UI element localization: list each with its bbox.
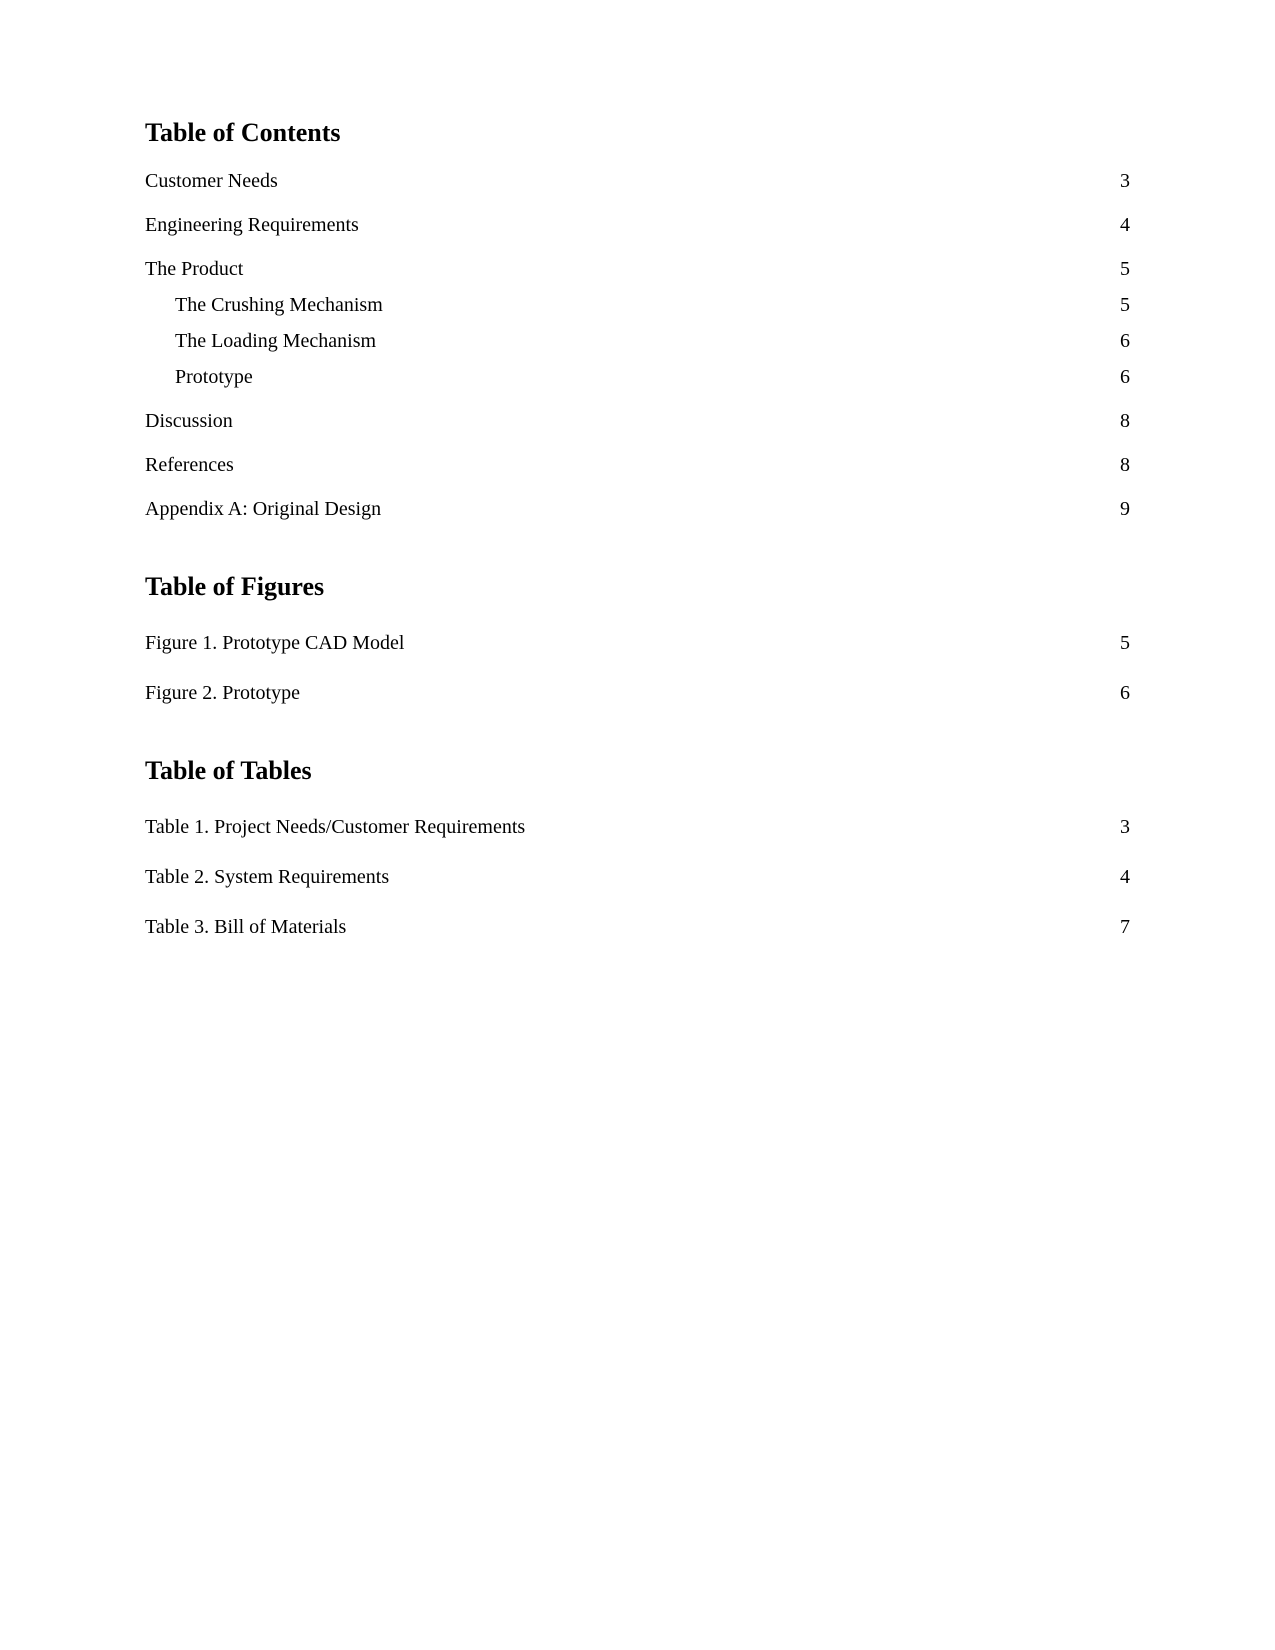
toc-section: Table of Contents Customer Needs3Enginee… xyxy=(145,118,1130,524)
table-entry-label: Table 2. System Requirements xyxy=(145,862,1100,892)
toc-entry-page: 6 xyxy=(1100,362,1130,392)
figures-section: Table of Figures Figure 1. Prototype CAD… xyxy=(145,572,1130,708)
tables-entries-container: Table 1. Project Needs/Customer Requirem… xyxy=(145,812,1130,942)
toc-entry: The Loading Mechanism6 xyxy=(145,326,1130,356)
toc-entry: References8 xyxy=(145,450,1130,480)
toc-entry: Prototype6 xyxy=(145,362,1130,392)
toc-entry: The Product5 xyxy=(145,254,1130,284)
table-entry-label: Table 1. Project Needs/Customer Requirem… xyxy=(145,812,1100,842)
tables-section: Table of Tables Table 1. Project Needs/C… xyxy=(145,756,1130,942)
table-entry-page: 3 xyxy=(1100,812,1130,842)
toc-heading: Table of Contents xyxy=(145,118,1130,148)
figure-entry-label: Figure 2. Prototype xyxy=(145,678,1100,708)
toc-entry-label: The Crushing Mechanism xyxy=(175,290,1100,320)
figures-heading: Table of Figures xyxy=(145,572,1130,602)
table-entry-page: 7 xyxy=(1100,912,1130,942)
toc-entry-page: 9 xyxy=(1100,494,1130,524)
toc-entry: Engineering Requirements4 xyxy=(145,210,1130,240)
figure-entry: Figure 1. Prototype CAD Model5 xyxy=(145,628,1130,658)
toc-entry-label: Engineering Requirements xyxy=(145,210,1100,240)
toc-entry-label: Prototype xyxy=(175,362,1100,392)
tables-heading: Table of Tables xyxy=(145,756,1130,786)
toc-entry-page: 8 xyxy=(1100,450,1130,480)
figure-entry: Figure 2. Prototype6 xyxy=(145,678,1130,708)
table-entry-page: 4 xyxy=(1100,862,1130,892)
toc-entry: Appendix A: Original Design9 xyxy=(145,494,1130,524)
figure-entry-page: 6 xyxy=(1100,678,1130,708)
figure-entry-label: Figure 1. Prototype CAD Model xyxy=(145,628,1100,658)
toc-entry: The Crushing Mechanism5 xyxy=(145,290,1130,320)
toc-entries-container: Customer Needs3Engineering Requirements4… xyxy=(145,166,1130,524)
toc-entry-label: Customer Needs xyxy=(145,166,1100,196)
toc-entry-label: Discussion xyxy=(145,406,1100,436)
toc-entry-page: 8 xyxy=(1100,406,1130,436)
figures-entries-container: Figure 1. Prototype CAD Model5Figure 2. … xyxy=(145,628,1130,708)
toc-entry-label: References xyxy=(145,450,1100,480)
toc-entry-label: The Loading Mechanism xyxy=(175,326,1100,356)
toc-entry-page: 5 xyxy=(1100,254,1130,284)
toc-entry-page: 6 xyxy=(1100,326,1130,356)
toc-entry-label: Appendix A: Original Design xyxy=(145,494,1100,524)
toc-entry-page: 4 xyxy=(1100,210,1130,240)
table-entry: Table 3. Bill of Materials7 xyxy=(145,912,1130,942)
toc-entry: Customer Needs3 xyxy=(145,166,1130,196)
table-entry: Table 2. System Requirements4 xyxy=(145,862,1130,892)
toc-entry-page: 3 xyxy=(1100,166,1130,196)
table-entry-label: Table 3. Bill of Materials xyxy=(145,912,1100,942)
figure-entry-page: 5 xyxy=(1100,628,1130,658)
toc-entry-label: The Product xyxy=(145,254,1100,284)
table-entry: Table 1. Project Needs/Customer Requirem… xyxy=(145,812,1130,842)
toc-entry: Discussion8 xyxy=(145,406,1130,436)
toc-entry-page: 5 xyxy=(1100,290,1130,320)
